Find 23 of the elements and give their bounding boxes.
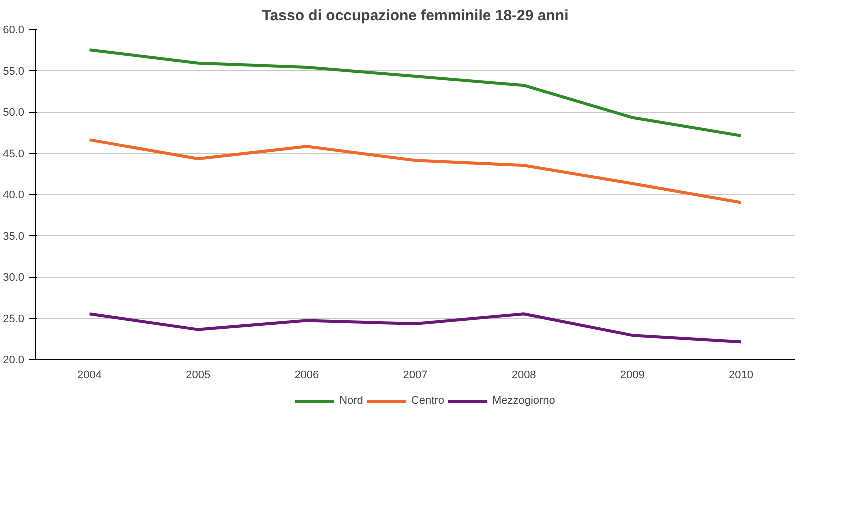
- y-tick-label: 25.0: [3, 313, 25, 326]
- y-tick-label: 20.0: [3, 354, 25, 366]
- y-tick-label: 60.0: [3, 24, 25, 36]
- y-tick-label: 50.0: [3, 107, 25, 119]
- x-tick-label: 2010: [728, 370, 754, 382]
- x-tick-label: 2008: [512, 370, 536, 382]
- x-tick-label: 2004: [78, 370, 102, 382]
- line-series: [88, 138, 743, 204]
- y-tick-label: 35.0: [3, 230, 25, 243]
- x-tick-label: 2007: [403, 370, 428, 382]
- y-tick-label: 55.0: [3, 66, 25, 78]
- x-tick-label: 2005: [186, 370, 211, 382]
- y-tick-label: 40.0: [3, 190, 25, 202]
- chart-title: Tasso di occupazione femminile 18-29 anni: [262, 8, 569, 24]
- x-tick-label: 2009: [620, 370, 645, 382]
- legend-label: Centro: [411, 394, 444, 408]
- y-tick-label: 45.0: [3, 148, 25, 160]
- x-tick-label: 2006: [294, 370, 320, 382]
- line-series: [88, 48, 743, 138]
- line-series: [88, 312, 743, 344]
- y-tick-label: 30.0: [3, 272, 25, 284]
- legend-label: Mezzogiorno: [492, 394, 556, 408]
- legend-label: Nord: [340, 394, 364, 408]
